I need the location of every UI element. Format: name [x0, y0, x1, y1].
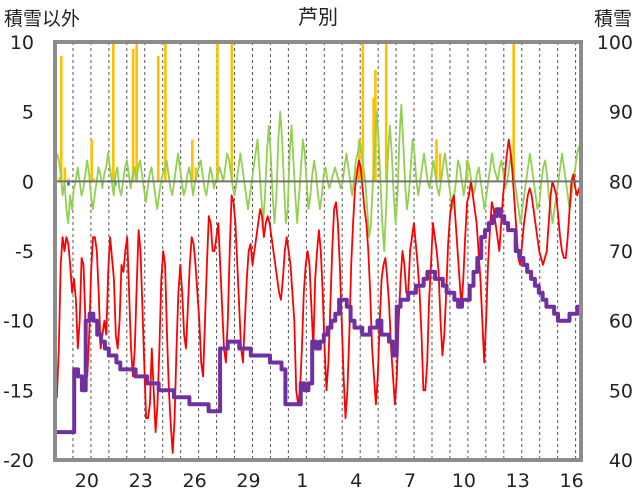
precip-bar — [194, 167, 198, 182]
series-snow-depth-line — [55, 207, 581, 435]
right-tick-label: 40 — [609, 450, 633, 472]
x-tick-label: 20 — [75, 470, 99, 492]
left-axis-label: 積雪以外 — [4, 8, 80, 30]
right-axis-label: 積雪 — [594, 8, 632, 30]
left-tick-label: -10 — [3, 311, 34, 333]
precip-bar — [135, 42, 138, 182]
precip-bar — [63, 167, 67, 182]
precip-bar — [131, 48, 135, 182]
left-tick-label: -5 — [15, 241, 34, 263]
precip-bar — [112, 42, 115, 182]
precip-bar — [230, 42, 234, 182]
series-wind-line — [54, 103, 582, 252]
right-tick-label: 60 — [609, 311, 633, 333]
precip-bar — [435, 139, 438, 182]
x-tick-label: 4 — [350, 470, 362, 492]
right-tick-label: 100 — [597, 32, 633, 54]
x-tick-label: 1 — [296, 470, 308, 492]
left-tick-label: -15 — [3, 380, 34, 402]
sunshine-bar — [67, 181, 70, 186]
right-tick-label: 80 — [609, 171, 633, 193]
precip-bar — [372, 97, 375, 182]
x-tick-label: 23 — [129, 470, 153, 492]
precip-bar — [164, 42, 167, 182]
precip-bar — [67, 178, 70, 182]
precip-bar — [59, 55, 63, 182]
precip-bar — [354, 167, 357, 182]
left-tick-label: 0 — [22, 171, 34, 193]
series-temperature-line — [54, 138, 582, 454]
x-tick-label: 10 — [452, 470, 476, 492]
left-tick-label: -20 — [3, 450, 34, 472]
precip-bar — [58, 177, 61, 182]
vertical-gridlines — [72, 42, 577, 460]
precip-bar — [90, 139, 94, 182]
precip-bar — [216, 42, 219, 182]
precip-bar — [156, 55, 160, 182]
right-tick-label: 70 — [609, 241, 633, 263]
right-tick-label: 50 — [609, 380, 633, 402]
precip-bar — [384, 42, 388, 182]
left-tick-label: 5 — [22, 102, 34, 124]
x-tick-label: 26 — [183, 470, 207, 492]
chart-title: 芦別 — [298, 5, 338, 29]
precip-bar — [512, 42, 515, 182]
left-tick-label: 10 — [10, 32, 34, 54]
x-tick-label: 7 — [404, 470, 416, 492]
precip-bar — [438, 153, 442, 182]
x-tick-label: 29 — [236, 470, 260, 492]
x-tick-label: 16 — [560, 470, 584, 492]
precip-bar — [191, 139, 194, 182]
right-tick-label: 90 — [609, 102, 633, 124]
x-tick-label: 13 — [506, 470, 530, 492]
precip-bar — [361, 42, 365, 182]
plot-frame — [53, 40, 583, 462]
series-layer — [54, 42, 582, 454]
precip-bar — [92, 178, 95, 182]
